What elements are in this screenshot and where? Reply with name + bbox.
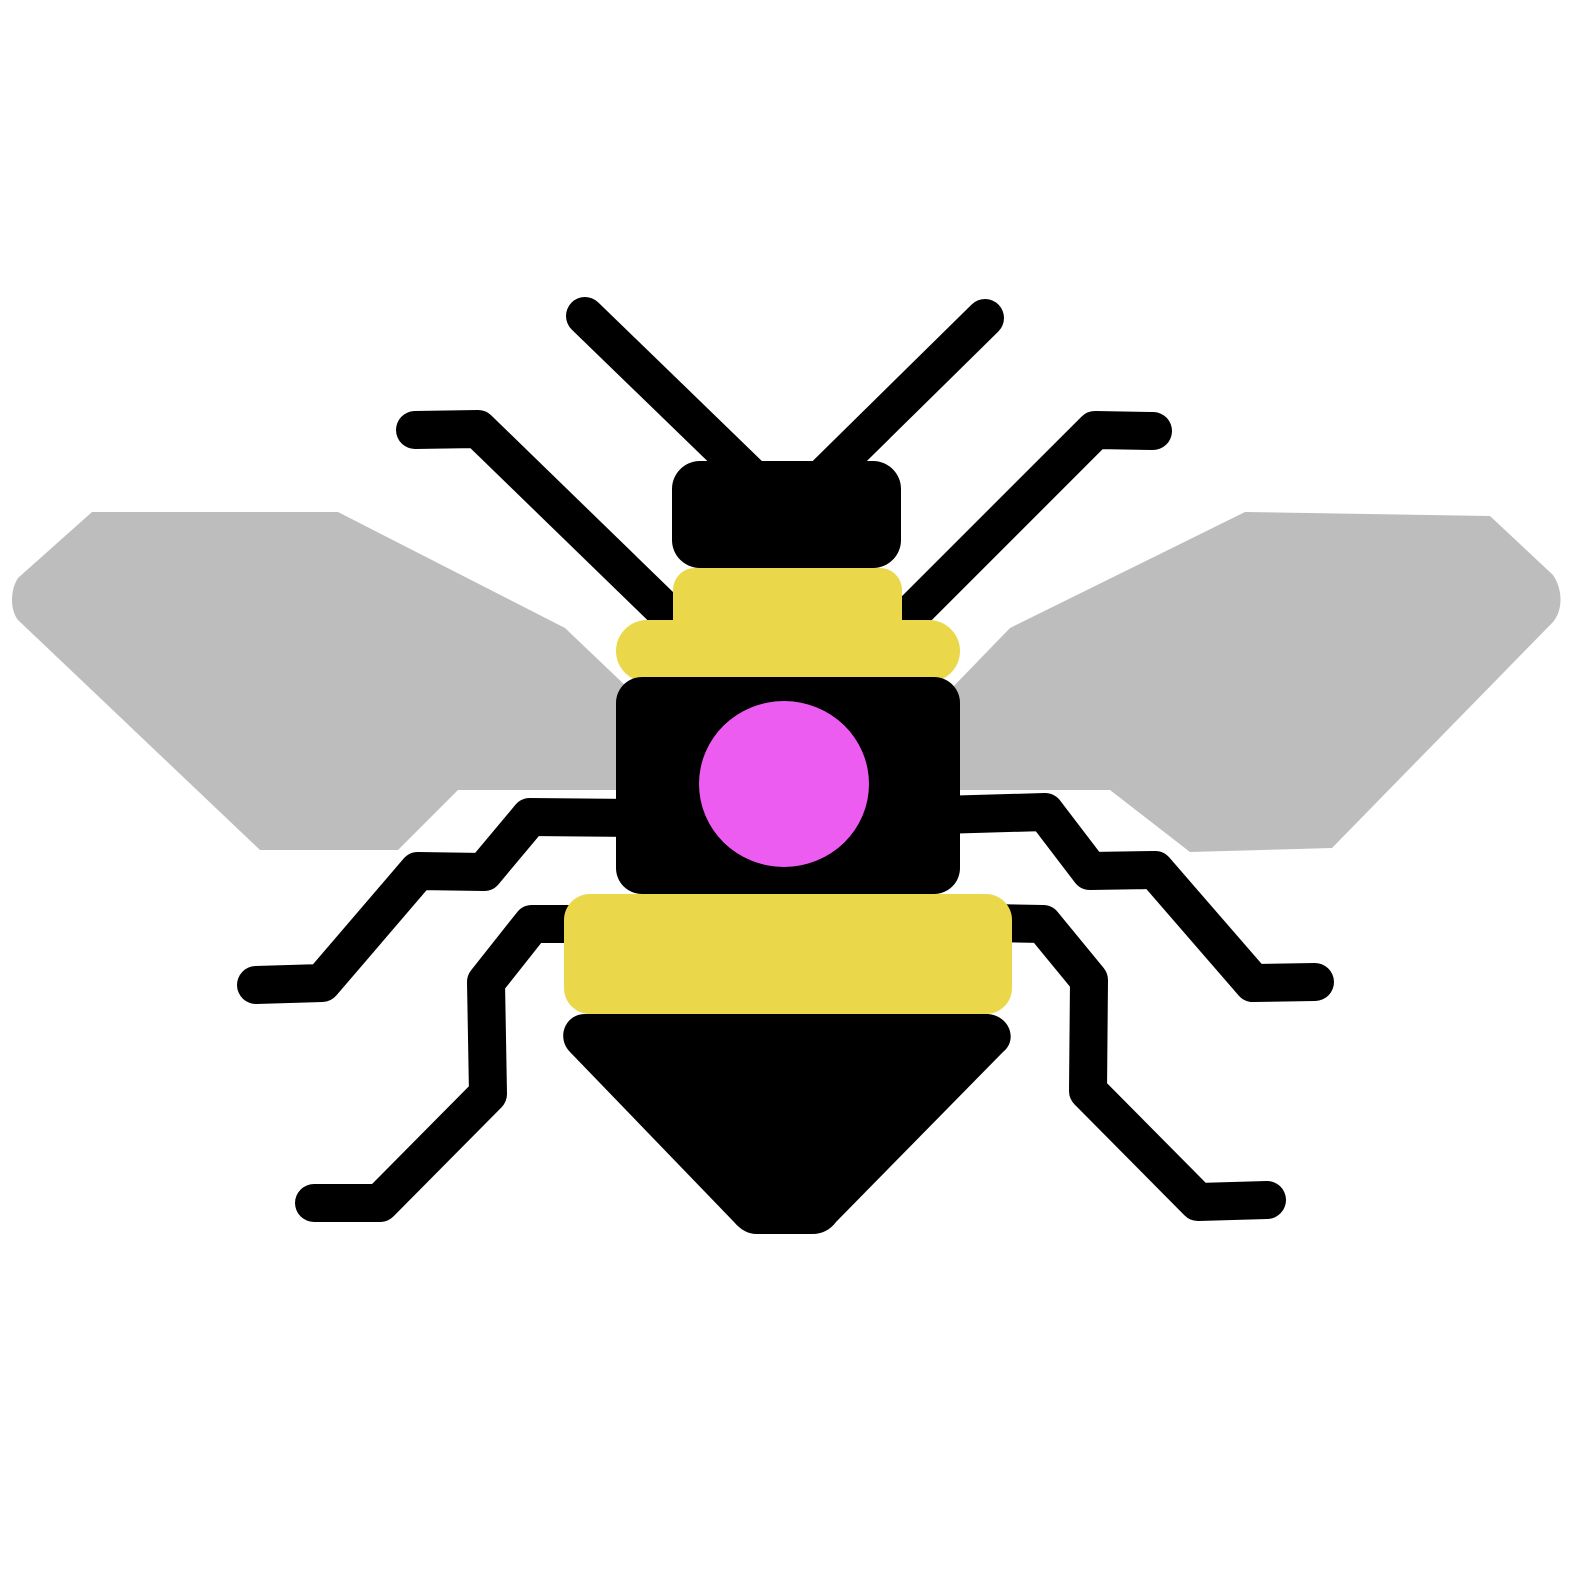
left-lower-leg [295,905,599,1222]
head [672,461,901,568]
right-wing [950,512,1561,852]
thorax-spot [699,701,869,867]
upper-stripe [616,568,960,682]
right-middle-leg [921,793,1334,1002]
lower-stripe [564,894,1012,1014]
left-upper-leg [396,410,709,654]
wings [12,512,1561,852]
left-middle-leg [237,798,659,1004]
right-upper-leg [861,411,1172,664]
upper-stripe-bottom [616,620,960,682]
right-lower-leg [971,904,1286,1221]
middle-legs [237,793,1334,1004]
lower-legs [295,904,1286,1222]
upper-legs [396,410,1172,664]
abdomen [563,1014,1011,1234]
left-wing [12,512,630,850]
